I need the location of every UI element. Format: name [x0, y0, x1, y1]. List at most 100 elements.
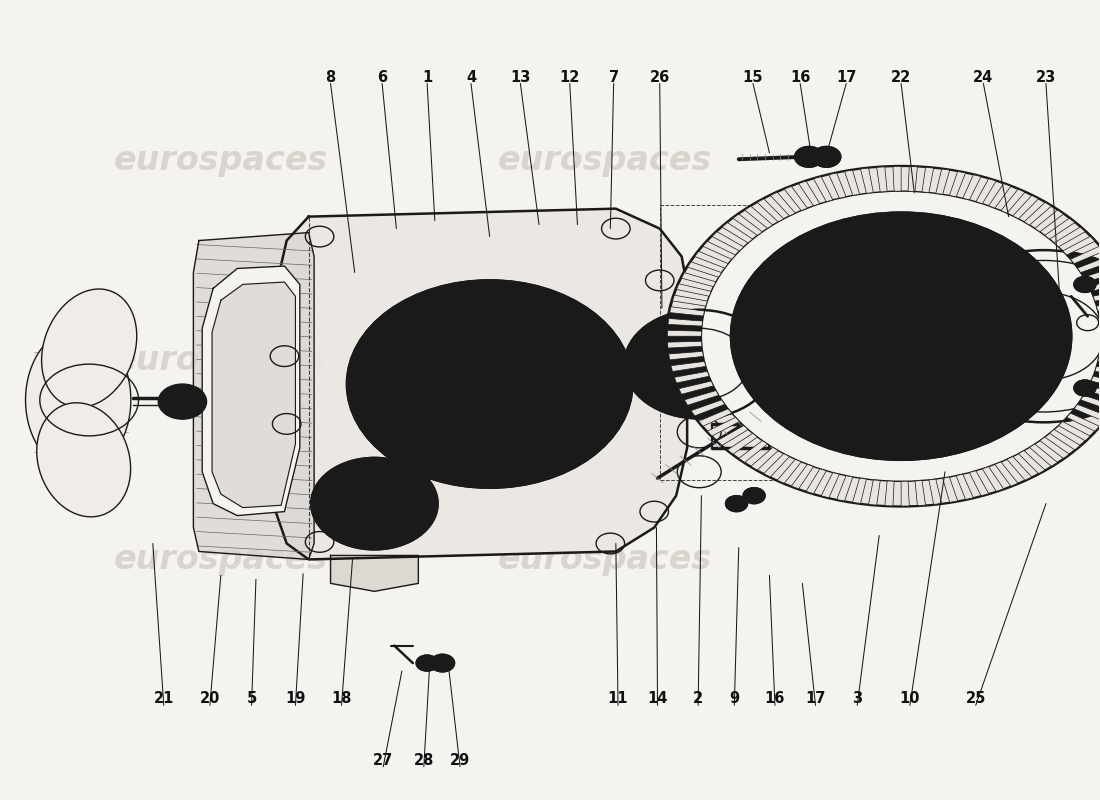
Polygon shape — [869, 480, 880, 505]
Circle shape — [991, 277, 1013, 293]
Polygon shape — [1087, 386, 1100, 400]
Text: eurospaces: eurospaces — [497, 543, 712, 576]
Text: 11: 11 — [608, 691, 628, 706]
Polygon shape — [331, 555, 418, 591]
Polygon shape — [672, 295, 707, 306]
Text: 16: 16 — [790, 70, 811, 85]
Polygon shape — [994, 462, 1018, 486]
Text: 4: 4 — [466, 70, 476, 85]
Polygon shape — [909, 166, 917, 191]
Polygon shape — [668, 330, 702, 336]
Circle shape — [783, 282, 814, 304]
Text: 14: 14 — [647, 691, 668, 706]
Polygon shape — [962, 174, 981, 200]
Polygon shape — [682, 273, 716, 286]
Circle shape — [886, 239, 916, 262]
Polygon shape — [695, 251, 728, 268]
Ellipse shape — [36, 402, 131, 517]
Circle shape — [732, 213, 1071, 460]
Polygon shape — [799, 181, 820, 206]
Circle shape — [994, 404, 1016, 420]
Polygon shape — [877, 167, 888, 192]
Polygon shape — [1045, 218, 1075, 239]
Circle shape — [925, 250, 1100, 422]
Text: 19: 19 — [285, 691, 306, 706]
Circle shape — [812, 146, 840, 167]
Text: eurospaces: eurospaces — [497, 144, 712, 178]
Polygon shape — [829, 173, 846, 198]
Circle shape — [430, 654, 454, 672]
Polygon shape — [860, 168, 873, 194]
Polygon shape — [893, 166, 901, 191]
Polygon shape — [1001, 189, 1025, 213]
Text: 8: 8 — [326, 70, 336, 85]
Polygon shape — [1074, 404, 1100, 421]
Polygon shape — [745, 206, 772, 228]
Circle shape — [702, 191, 1100, 482]
Polygon shape — [852, 478, 867, 503]
Circle shape — [158, 384, 207, 419]
Polygon shape — [915, 481, 925, 506]
Polygon shape — [691, 400, 725, 416]
Polygon shape — [1099, 313, 1100, 321]
Text: 23: 23 — [1036, 70, 1056, 85]
Text: 27: 27 — [373, 753, 394, 768]
Polygon shape — [670, 306, 704, 316]
Polygon shape — [884, 481, 894, 506]
Text: 2: 2 — [693, 691, 703, 706]
Text: eurospaces: eurospaces — [113, 144, 328, 178]
Ellipse shape — [42, 289, 136, 407]
Polygon shape — [976, 178, 997, 204]
Circle shape — [886, 411, 916, 434]
Circle shape — [726, 496, 748, 512]
Circle shape — [346, 281, 632, 488]
Polygon shape — [1024, 202, 1052, 225]
Text: 29: 29 — [450, 753, 470, 768]
Polygon shape — [1063, 237, 1094, 255]
Circle shape — [416, 655, 438, 671]
Polygon shape — [703, 242, 736, 259]
Text: 10: 10 — [900, 691, 920, 706]
Polygon shape — [212, 282, 296, 508]
Polygon shape — [1098, 357, 1100, 366]
Circle shape — [666, 165, 1100, 508]
Polygon shape — [668, 318, 703, 326]
Polygon shape — [982, 466, 1003, 491]
Text: 20: 20 — [200, 691, 220, 706]
Text: 26: 26 — [650, 70, 670, 85]
Polygon shape — [698, 409, 732, 426]
Circle shape — [833, 286, 969, 386]
Polygon shape — [722, 222, 752, 243]
Polygon shape — [837, 476, 852, 501]
Polygon shape — [1091, 376, 1100, 389]
Text: 6: 6 — [377, 70, 387, 85]
Text: 3: 3 — [852, 691, 862, 706]
Polygon shape — [969, 470, 989, 496]
Polygon shape — [791, 464, 814, 489]
Polygon shape — [922, 167, 934, 193]
Polygon shape — [949, 171, 966, 197]
Polygon shape — [1084, 267, 1100, 282]
Polygon shape — [739, 441, 768, 462]
Polygon shape — [674, 371, 710, 383]
Polygon shape — [763, 454, 790, 477]
Polygon shape — [1049, 430, 1080, 450]
Polygon shape — [194, 233, 315, 559]
Polygon shape — [1067, 413, 1099, 431]
Polygon shape — [806, 469, 826, 494]
Text: 9: 9 — [729, 691, 739, 706]
Circle shape — [650, 328, 749, 400]
Circle shape — [396, 316, 583, 452]
Circle shape — [625, 310, 773, 418]
Polygon shape — [1019, 450, 1045, 474]
Text: eurospaces: eurospaces — [497, 344, 712, 377]
Polygon shape — [1094, 366, 1100, 378]
Polygon shape — [784, 186, 807, 210]
Circle shape — [991, 380, 1013, 396]
Polygon shape — [989, 183, 1011, 208]
Text: eurospaces: eurospaces — [113, 344, 328, 377]
Polygon shape — [1089, 278, 1100, 291]
Circle shape — [989, 282, 1019, 304]
Text: 13: 13 — [510, 70, 530, 85]
Polygon shape — [1035, 210, 1064, 232]
